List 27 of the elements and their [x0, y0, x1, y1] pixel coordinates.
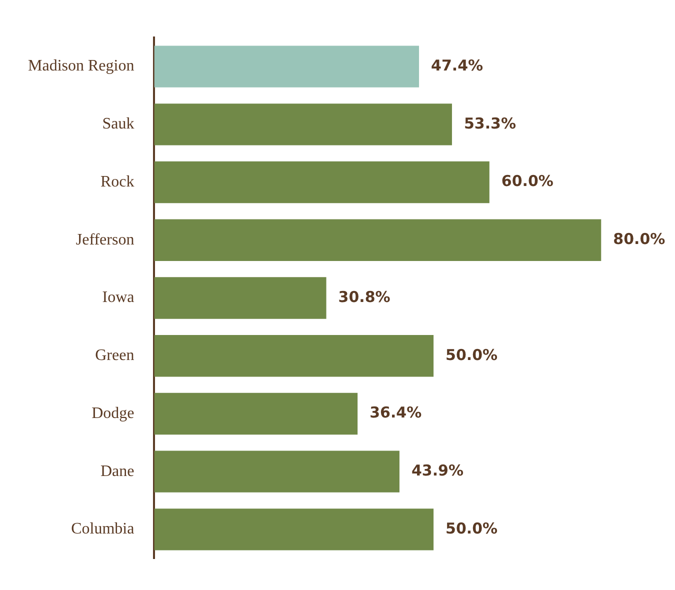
bar — [154, 219, 602, 261]
data-label: 80.0% — [613, 230, 666, 248]
bar — [154, 508, 434, 550]
data-label: 30.8% — [338, 288, 390, 306]
bar — [154, 392, 358, 435]
y-tick-label: Dane — [100, 462, 134, 480]
y-tick-label: Jefferson — [76, 231, 134, 248]
bar — [154, 450, 400, 492]
data-label: 50.0% — [446, 346, 498, 364]
y-tick-label: Sauk — [102, 116, 134, 133]
data-label: 53.3% — [464, 114, 516, 132]
data-label: 50.0% — [446, 519, 498, 538]
y-tick-label: Iowa — [102, 289, 134, 306]
bar — [154, 161, 490, 204]
data-label: 43.9% — [411, 461, 464, 480]
y-tick-label: Dodge — [92, 404, 134, 422]
bar — [154, 335, 434, 377]
bar — [154, 277, 326, 319]
data-label: 60.0% — [501, 172, 554, 190]
data-label: 36.4% — [370, 404, 422, 422]
bar — [154, 104, 452, 146]
y-tick-label: Rock — [100, 173, 134, 190]
data-label: 47.4% — [431, 56, 484, 74]
y-tick-label: Madison Region — [28, 58, 134, 75]
bar — [154, 46, 420, 88]
y-tick-label: Green — [95, 347, 134, 364]
y-tick-label: Columbia — [71, 520, 134, 538]
